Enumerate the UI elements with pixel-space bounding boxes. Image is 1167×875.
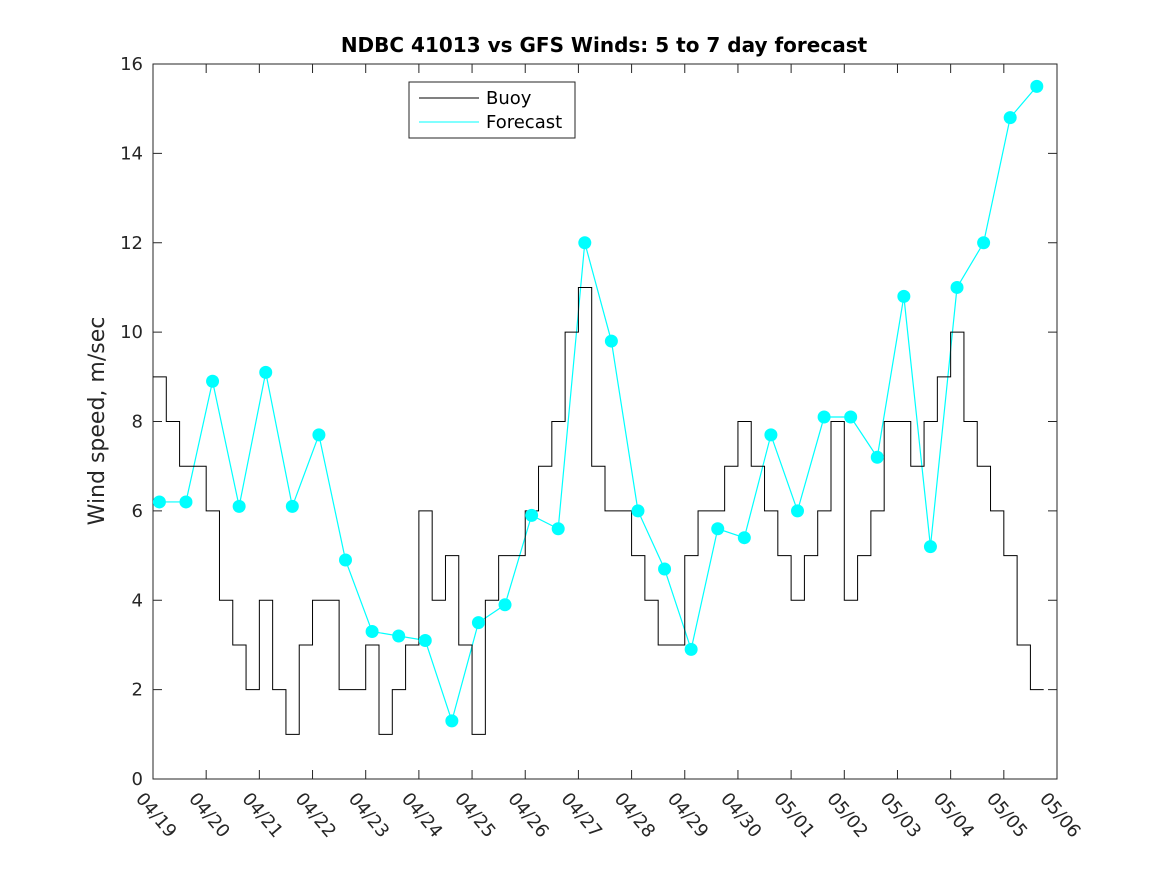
legend-label-buoy: Buoy bbox=[486, 88, 532, 109]
legend-box bbox=[408, 81, 576, 139]
forecast-point bbox=[285, 499, 299, 513]
y-tick-label: 6 bbox=[132, 501, 143, 522]
forecast-point bbox=[312, 428, 326, 442]
forecast-point bbox=[498, 598, 512, 612]
forecast-point bbox=[817, 410, 831, 424]
forecast-point bbox=[418, 633, 432, 647]
plot-area bbox=[152, 63, 1058, 780]
y-tick-label: 12 bbox=[120, 233, 143, 254]
forecast-point bbox=[392, 629, 406, 643]
forecast-point bbox=[950, 280, 964, 294]
forecast-point bbox=[897, 289, 911, 303]
forecast-point bbox=[551, 522, 565, 536]
forecast-point bbox=[1030, 79, 1044, 93]
forecast-point bbox=[684, 642, 698, 656]
y-tick-label: 10 bbox=[120, 322, 143, 343]
legend: Buoy Forecast bbox=[408, 81, 576, 139]
forecast-point bbox=[631, 504, 645, 518]
forecast-lines bbox=[159, 85, 1038, 723]
forecast-point bbox=[1003, 111, 1017, 125]
forecast-point bbox=[870, 450, 884, 464]
forecast-point bbox=[977, 236, 991, 250]
plot-frame bbox=[152, 63, 1058, 780]
forecast-point bbox=[232, 499, 246, 513]
forecast-point bbox=[179, 495, 193, 509]
forecast-point bbox=[152, 495, 166, 509]
forecast-point bbox=[471, 616, 485, 630]
y-tick-label: 4 bbox=[132, 590, 143, 611]
forecast-point bbox=[259, 365, 273, 379]
y-tick-label: 14 bbox=[120, 143, 143, 164]
forecast-point bbox=[445, 714, 459, 728]
y-tick-label: 16 bbox=[120, 54, 143, 75]
y-tick-label: 0 bbox=[132, 769, 143, 790]
forecast-line bbox=[159, 85, 1038, 723]
forecast-point bbox=[338, 553, 352, 567]
forecast-point bbox=[206, 374, 220, 388]
y-tick-label: 2 bbox=[132, 680, 143, 701]
legend-label-forecast: Forecast bbox=[486, 112, 562, 133]
forecast-point bbox=[737, 531, 751, 545]
buoy-line bbox=[153, 286, 1044, 735]
forecast-point bbox=[790, 504, 804, 518]
y-axis-label: Wind speed, m/sec bbox=[85, 317, 110, 526]
forecast-point bbox=[365, 625, 379, 639]
y-tick-label: 8 bbox=[132, 412, 143, 433]
forecast-point bbox=[711, 522, 725, 536]
forecast-point bbox=[658, 562, 672, 576]
forecast-point bbox=[844, 410, 858, 424]
y-axis-ticks: 0 2 4 6 8 10 12 14 16 bbox=[120, 54, 1057, 790]
forecast-point bbox=[923, 540, 937, 554]
forecast-point bbox=[604, 334, 618, 348]
buoy-line-group bbox=[153, 286, 1044, 735]
forecast-point bbox=[525, 508, 539, 522]
chart-title: NDBC 41013 vs GFS Winds: 5 to 7 day fore… bbox=[341, 33, 868, 57]
forecast-point bbox=[578, 236, 592, 250]
forecast-point bbox=[764, 428, 778, 442]
forecast-points bbox=[152, 79, 1044, 728]
